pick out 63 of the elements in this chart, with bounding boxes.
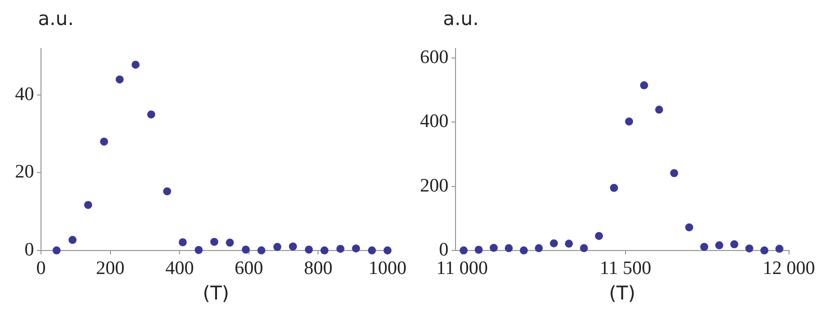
x-tick-label: 11 000: [436, 258, 488, 279]
point: [640, 81, 648, 90]
y-tick-label: 0: [24, 239, 34, 260]
point: [194, 246, 203, 254]
y-tick-label: 400: [420, 111, 448, 132]
point: [147, 110, 156, 118]
point: [336, 244, 344, 253]
point: [226, 238, 234, 247]
point: [715, 241, 724, 250]
point: [178, 238, 187, 246]
point: [655, 106, 664, 114]
point: [273, 242, 282, 251]
y-axis-title: a.u.: [37, 8, 75, 32]
x-tick-label: 400: [165, 258, 194, 279]
point: [242, 246, 250, 254]
point: [610, 184, 618, 192]
point: [550, 239, 558, 248]
point: [504, 244, 513, 252]
x-tick-label: 11 500: [600, 258, 652, 279]
point: [564, 240, 573, 248]
x-tick-label: 600: [234, 258, 264, 279]
point: [320, 246, 328, 254]
point: [775, 244, 784, 253]
x-tick-label: 12 000: [762, 258, 815, 279]
point: [760, 246, 768, 254]
point: [700, 242, 708, 251]
point: [460, 246, 468, 254]
point: [68, 236, 77, 244]
point: [116, 75, 124, 84]
point: [670, 169, 678, 178]
point: [368, 246, 376, 254]
y-tick-label: 0: [439, 239, 448, 260]
point: [52, 246, 61, 254]
point: [594, 232, 603, 240]
point: [490, 244, 498, 252]
point: [84, 200, 92, 209]
point: [288, 242, 297, 251]
point: [210, 238, 218, 246]
point: [745, 244, 754, 252]
point: [580, 244, 588, 252]
y-tick-label: 40: [15, 84, 34, 105]
x-tick-label: 800: [304, 258, 332, 279]
point: [100, 138, 108, 146]
point: [520, 246, 528, 254]
point: [132, 60, 140, 69]
point: [625, 118, 634, 126]
point: [685, 223, 694, 232]
point: [163, 187, 172, 196]
point: [534, 244, 543, 252]
point: [304, 246, 313, 254]
y-axis-title: a.u.: [442, 8, 480, 32]
point: [352, 244, 360, 252]
point: [474, 246, 483, 254]
y-tick-label: 600: [420, 47, 448, 68]
x-axis-title: (T): [608, 282, 636, 305]
x-axis-title: (T): [202, 282, 230, 305]
point: [730, 240, 738, 248]
point: [384, 246, 392, 254]
x-tick-label: 200: [96, 258, 125, 279]
x-tick-label: 1000: [368, 258, 407, 279]
y-tick-label: 20: [15, 162, 34, 183]
point: [257, 246, 266, 254]
y-tick-label: 200: [420, 175, 448, 196]
